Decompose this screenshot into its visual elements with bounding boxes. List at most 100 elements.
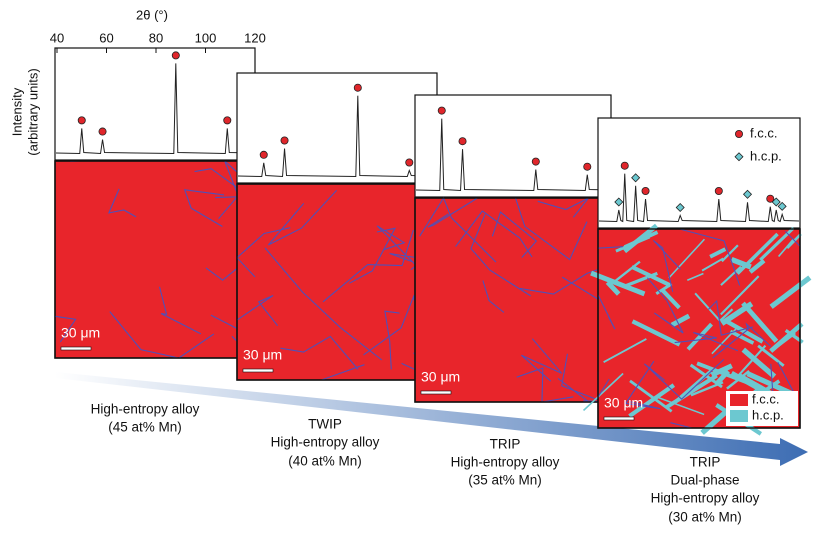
hcp-region	[582, 372, 624, 412]
map-legend-fcc	[730, 394, 748, 406]
hcp-region	[686, 322, 713, 351]
panel-caption: (45 at% Mn)	[108, 420, 182, 435]
hcp-region	[590, 270, 646, 297]
scale-bar	[603, 416, 635, 421]
xrd-spectrum	[415, 118, 611, 192]
fcc-peak-marker	[766, 194, 775, 203]
xrd-frame	[597, 117, 801, 229]
xrd-spectrum	[237, 95, 437, 178]
x-tick-label: 120	[244, 30, 266, 45]
hcp-region	[603, 338, 647, 364]
scale-bar	[420, 390, 452, 395]
legends: f.c.c.h.c.p.f.c.c.h.c.p.	[726, 125, 798, 426]
fcc-peak-marker	[583, 162, 592, 171]
hcp-region	[631, 319, 681, 347]
hcp-region	[721, 244, 739, 263]
fcc-peak-marker	[437, 106, 446, 115]
hcp-region	[711, 328, 737, 355]
hcp-region	[670, 313, 691, 328]
hcp-peak-marker	[771, 197, 781, 207]
hcp-region	[748, 258, 766, 274]
legend-label: f.c.c.	[752, 391, 779, 406]
hcp-region	[628, 383, 676, 418]
hcp-region	[786, 233, 802, 250]
legend-label: h.c.p.	[752, 407, 784, 422]
fcc-peak-marker	[98, 127, 107, 136]
scale-bar-label: 30 μm	[421, 369, 460, 385]
panel: 30 μm	[582, 117, 812, 436]
hcp-region	[759, 226, 795, 262]
hcp-region	[709, 247, 727, 259]
fcc-peak-marker	[280, 136, 289, 145]
x-tick-label: 40	[50, 30, 64, 45]
xrd-frame	[236, 72, 438, 184]
fcc-peak-marker	[620, 161, 629, 170]
hcp-region	[686, 272, 704, 282]
hcp-region	[757, 344, 785, 367]
hcp-region	[661, 289, 681, 310]
hcp-region	[730, 256, 752, 270]
hcp-region	[615, 235, 651, 253]
micrograph	[236, 183, 438, 381]
hcp-region	[624, 271, 658, 288]
hcp-region	[741, 301, 779, 343]
y-axis-label: (arbitrary units)	[25, 68, 40, 155]
hcp-region	[629, 379, 673, 413]
hcp-region	[720, 301, 754, 326]
fcc-peak-marker	[714, 186, 723, 195]
y-axis-label: Intensity	[9, 87, 24, 136]
panel: 30 μm	[54, 47, 256, 360]
hcp-region	[696, 361, 750, 385]
hcp-peak-marker	[631, 173, 641, 183]
hcp-region	[769, 275, 812, 309]
panel-caption: (35 at% Mn)	[468, 473, 542, 488]
fcc-peak-marker	[171, 51, 180, 60]
hcp-region	[690, 381, 724, 397]
panel-caption: TRIP	[490, 437, 521, 452]
panel-caption: High-entropy alloy	[451, 455, 560, 470]
hcp-region	[656, 396, 705, 416]
x-tick-label: 80	[149, 30, 163, 45]
legend-hcp-marker	[734, 152, 744, 162]
legend-fcc-marker	[735, 129, 744, 138]
hcp-peak-marker	[742, 189, 753, 199]
panel-caption: TWIP	[308, 417, 342, 432]
hcp-region	[719, 308, 734, 322]
x-tick-label: 100	[195, 30, 217, 45]
panel-caption: TRIP	[690, 455, 721, 470]
fcc-peak-marker	[353, 83, 362, 92]
progress-arrow	[55, 372, 808, 466]
scale-bar-label: 30 μm	[604, 395, 643, 411]
hcp-region	[701, 257, 724, 272]
fcc-peak-marker	[259, 150, 268, 159]
panel-caption: (40 at% Mn)	[288, 454, 362, 469]
legend-label: h.c.p.	[750, 148, 782, 163]
xrd-frame	[414, 94, 612, 198]
hcp-region	[735, 344, 767, 379]
micrograph-frame	[597, 228, 801, 429]
hcp-region	[710, 363, 733, 378]
x-tick-label: 60	[99, 30, 113, 45]
panel-caption: High-entropy alloy	[91, 402, 200, 417]
panel: 30 μm	[414, 94, 612, 403]
xrd-spectrum	[598, 173, 800, 223]
hcp-region	[694, 292, 721, 322]
fcc-peak-marker	[223, 116, 232, 125]
x-axis-label: 2θ (°)	[136, 7, 168, 22]
scale-bar	[242, 368, 274, 373]
hcp-region	[665, 373, 718, 409]
hcp-region	[746, 371, 793, 396]
scale-bar	[60, 346, 92, 351]
hcp-region	[729, 329, 755, 345]
hcp-region	[720, 275, 760, 316]
scale-bar-label: 30 μm	[243, 347, 282, 363]
hcp-region	[720, 265, 742, 286]
hcp-region	[770, 331, 796, 352]
fcc-peak-marker	[458, 137, 467, 146]
fcc-peak-marker	[531, 157, 540, 166]
panel-caption: High-entropy alloy	[651, 491, 760, 506]
fcc-peak-marker	[77, 116, 86, 125]
fcc-peak-marker	[641, 186, 650, 195]
hcp-region	[741, 347, 777, 379]
xrd-spectrum	[55, 63, 255, 155]
